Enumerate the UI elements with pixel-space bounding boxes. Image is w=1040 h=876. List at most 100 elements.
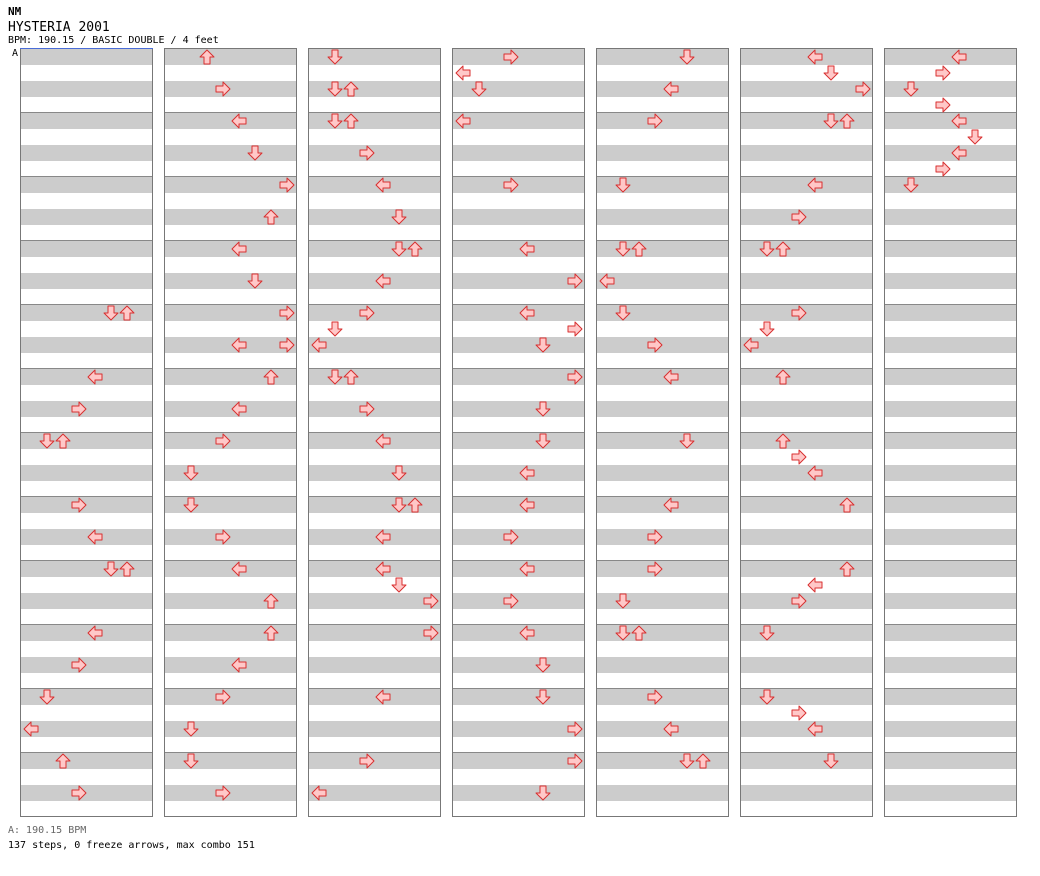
arrow-left-icon [951,49,967,65]
measure-line [165,368,296,369]
arrow-down-icon [39,433,55,449]
arrow-right-icon [215,433,231,449]
measure-line [597,240,728,241]
arrow-down-icon [967,129,983,145]
arrow-down-icon [615,305,631,321]
measure-line [165,432,296,433]
arrow-down-icon [391,209,407,225]
arrow-up-icon [775,433,791,449]
measure-line [741,176,872,177]
arrow-left-icon [519,305,535,321]
arrow-up-icon [119,561,135,577]
arrow-right-icon [567,321,583,337]
arrow-left-icon [519,241,535,257]
arrow-up-icon [343,369,359,385]
arrow-left-icon [231,657,247,673]
arrow-left-icon [87,369,103,385]
arrow-right-icon [647,529,663,545]
arrow-right-icon [503,593,519,609]
measure-line [21,752,152,753]
chart-column [740,48,873,817]
arrow-down-icon [615,177,631,193]
measure-line [165,688,296,689]
chart-column [164,48,297,817]
arrow-down-icon [679,49,695,65]
measure-line [597,112,728,113]
measure-line [741,688,872,689]
arrow-up-icon [839,561,855,577]
arrow-right-icon [279,337,295,353]
arrow-left-icon [375,273,391,289]
arrow-down-icon [391,465,407,481]
arrow-up-icon [631,625,647,641]
arrow-right-icon [647,561,663,577]
song-title: HYSTERIA 2001 [8,20,110,35]
measure-line [741,112,872,113]
arrow-down-icon [535,689,551,705]
measure-line [885,496,1016,497]
measure-line [741,496,872,497]
measure-line [309,176,440,177]
arrow-left-icon [231,561,247,577]
arrow-up-icon [343,113,359,129]
measure-line [21,368,152,369]
measure-line [453,304,584,305]
arrow-down-icon [535,401,551,417]
measure-line [21,432,152,433]
arrow-right-icon [215,689,231,705]
arrow-down-icon [247,273,263,289]
arrow-down-icon [247,145,263,161]
measure-line [453,240,584,241]
arrow-down-icon [535,657,551,673]
arrow-down-icon [39,689,55,705]
arrow-down-icon [759,625,775,641]
measure-line [309,112,440,113]
measure-line [165,112,296,113]
chart-column [884,48,1017,817]
arrow-down-icon [615,241,631,257]
measure-line [453,560,584,561]
measure-line [597,752,728,753]
arrow-right-icon [935,97,951,113]
arrow-down-icon [103,305,119,321]
arrow-left-icon [663,721,679,737]
measure-line [885,304,1016,305]
chart-column [308,48,441,817]
bpm-change-line [20,48,153,49]
measure-line [885,752,1016,753]
measure-line [741,432,872,433]
arrow-left-icon [455,113,471,129]
arrow-left-icon [231,113,247,129]
arrow-right-icon [791,593,807,609]
arrow-down-icon [327,321,343,337]
measure-line [885,688,1016,689]
arrow-down-icon [823,753,839,769]
measure-line [741,624,872,625]
arrow-right-icon [71,401,87,417]
arrow-right-icon [503,49,519,65]
measure-line [21,624,152,625]
measure-line [741,560,872,561]
arrow-right-icon [359,401,375,417]
arrow-down-icon [327,49,343,65]
arrow-right-icon [855,81,871,97]
arrow-left-icon [807,721,823,737]
arrow-left-icon [231,337,247,353]
arrow-left-icon [519,497,535,513]
measure-line [741,304,872,305]
arrow-right-icon [791,705,807,721]
arrow-right-icon [503,529,519,545]
arrow-right-icon [423,593,439,609]
measure-line [453,624,584,625]
arrow-down-icon [759,321,775,337]
arrow-down-icon [327,81,343,97]
measure-line [885,176,1016,177]
arrow-left-icon [519,625,535,641]
arrow-down-icon [327,113,343,129]
arrow-up-icon [343,81,359,97]
arrow-up-icon [775,241,791,257]
arrow-down-icon [615,593,631,609]
arrow-right-icon [935,65,951,81]
arrow-left-icon [599,273,615,289]
arrow-down-icon [183,753,199,769]
